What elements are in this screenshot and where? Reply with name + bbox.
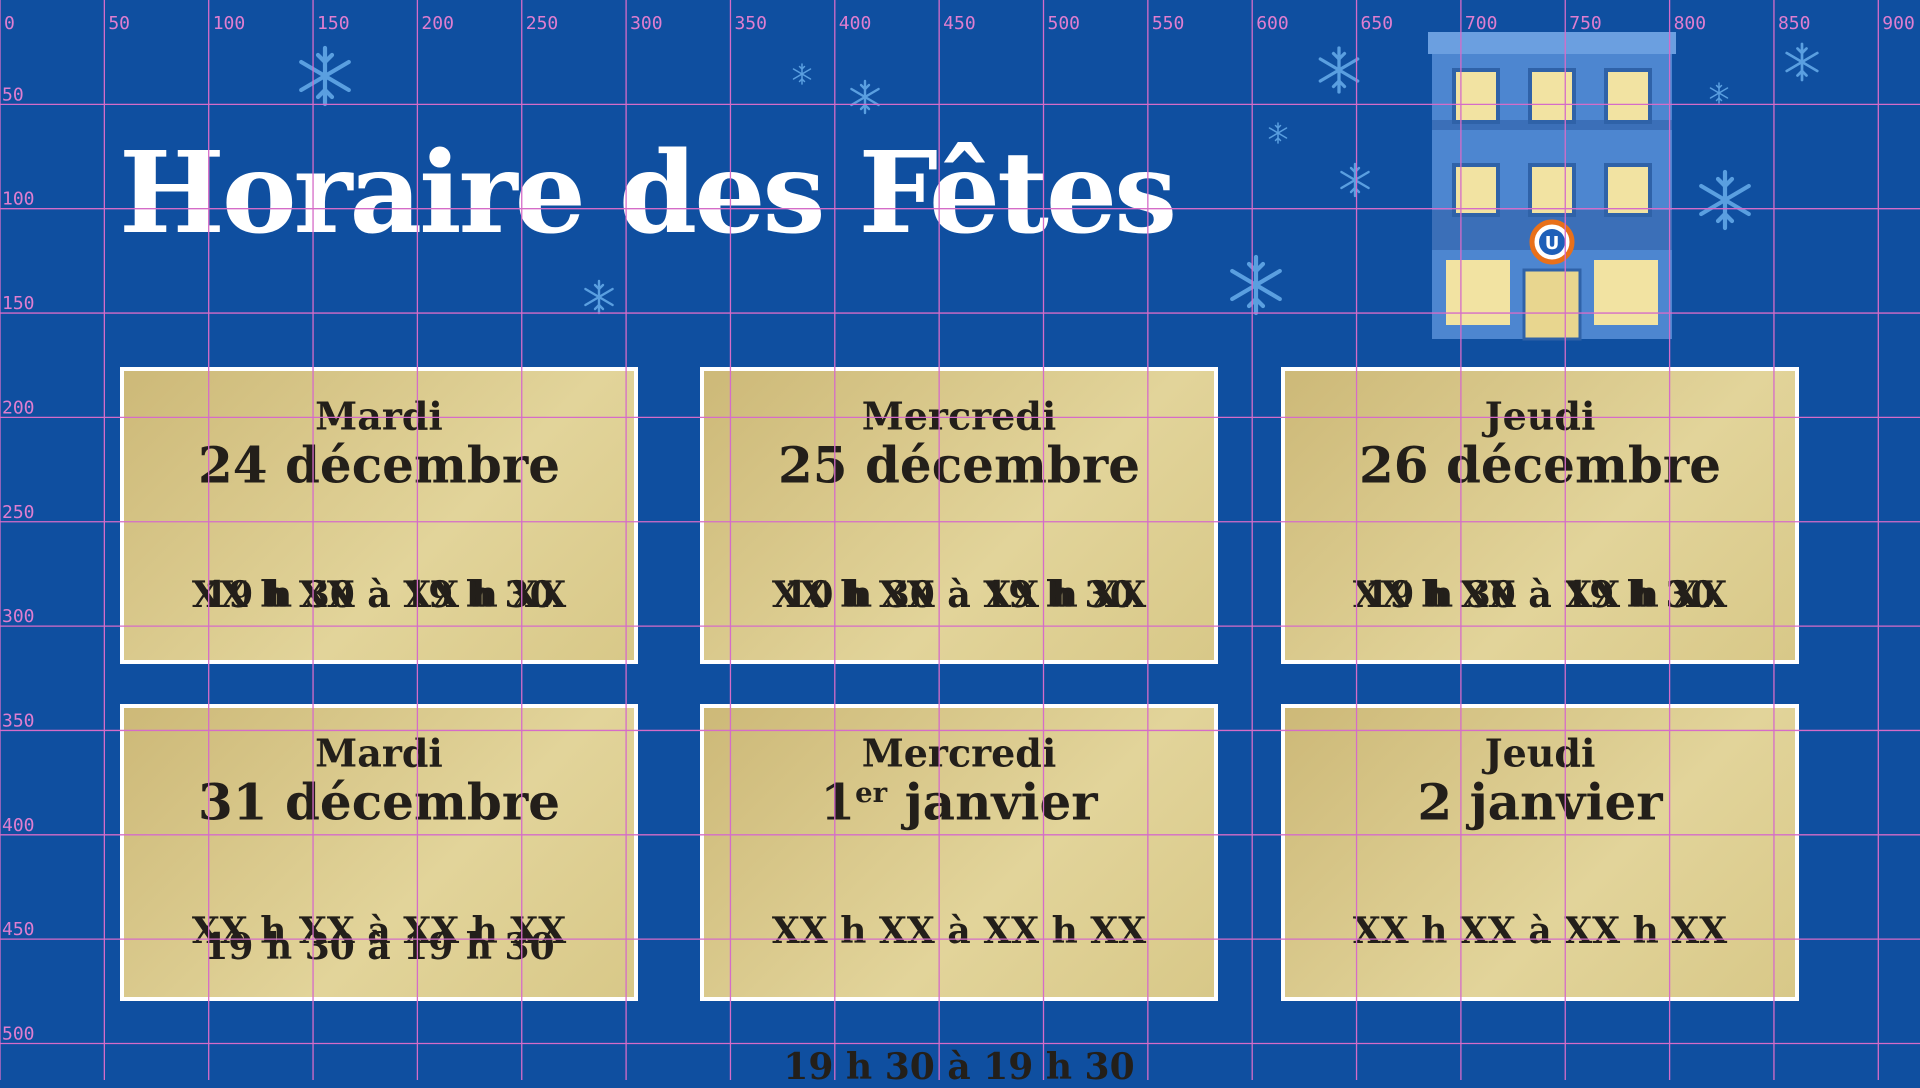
grid-y-label: 300 [2,606,35,627]
grid-y-label: 500 [2,1024,35,1045]
schedule-card: Mercredi 1er janvier XX h XX à XX h XX 19 h… [700,704,1218,1088]
grid-x-label: 700 [1465,13,1498,34]
grid-x-label: 0 [4,13,15,34]
grid-x-label: 250 [526,13,559,34]
grid-x-label: 150 [317,13,350,34]
opening-hours: 19 h 30 à 19 h 30 [203,926,555,968]
date: 1er janvier [704,773,1214,832]
day-name: Mercredi [861,393,1057,439]
date-number: 1 [820,772,856,832]
grid-x-label: 850 [1778,13,1811,34]
grid-x-label: 200 [421,13,454,34]
grid-y-label: 150 [2,293,35,314]
date-month: janvier [904,772,1098,832]
date: 25 décembre [777,435,1141,495]
grid-y-label: 250 [2,502,35,523]
schedule-card: Mardi 31 décembre XX h XX à XX h XX 19 h 30… [120,704,638,1001]
date: 24 décembre [197,435,561,495]
day-name: Mercredi [861,730,1057,776]
date-suffix: er [855,776,888,809]
page-title: Horaire des Fêtes [119,128,1177,259]
grid-x-label: 450 [943,13,976,34]
grid-y-label: 100 [2,189,35,210]
grid-x-label: 300 [630,13,663,34]
day-name: Jeudi [1484,393,1596,439]
grid-x-label: 50 [108,13,130,34]
schedule-card: Mardi 24 décembre 19 h 30 à 19 h 30 XX h XX… [120,367,638,664]
grid-x-label: 800 [1674,13,1707,34]
building: U [1428,32,1676,341]
grid-x-label: 100 [213,13,246,34]
grid-x-label: 500 [1048,13,1081,34]
logo-letter: U [1545,233,1560,254]
grid-x-label: 550 [1152,13,1185,34]
day-name: Mardi [315,730,443,776]
grid-y-label: 50 [2,84,24,105]
date: 2 janvier [1417,772,1663,832]
grid-x-label: 750 [1569,13,1602,34]
date: 26 décembre [1358,435,1722,495]
day-name: Mardi [315,393,443,439]
grid-y-label: 350 [2,710,35,731]
opening-hours: XX h XX à XX h XX [191,910,567,952]
schedule-card: Jeudi 2 janvier XX h XX à XX h XX [1281,704,1799,1001]
grid-x-label: 350 [734,13,767,34]
opening-hours: XX h XX à XX h XX [1352,574,1728,616]
grid-x-label: 600 [1256,13,1289,34]
date: 31 décembre [197,772,561,832]
grid-x-label: 650 [1361,13,1394,34]
opening-hours: XX h XX à XX h XX [1352,910,1728,952]
grid-y-label: 400 [2,815,35,836]
opening-hours: 10 h 30 à 19 h 30 [783,574,1135,616]
grid-x-label: 400 [839,13,872,34]
opening-hours: XX h XX à XX h XX [191,574,567,616]
schedule-card: Jeudi 26 décembre 19 h 30 à 19 h 30 XX h XX… [1281,367,1799,664]
opening-hours: 19 h 30 à 19 h 30 [203,574,555,616]
grid-y-label: 450 [2,919,35,940]
grid-x-label: 900 [1882,13,1915,34]
grid-y-label: 200 [2,397,35,418]
opening-hours: 19 h 30 à 19 h 30 [1364,574,1716,616]
day-name: Jeudi [1484,730,1596,776]
